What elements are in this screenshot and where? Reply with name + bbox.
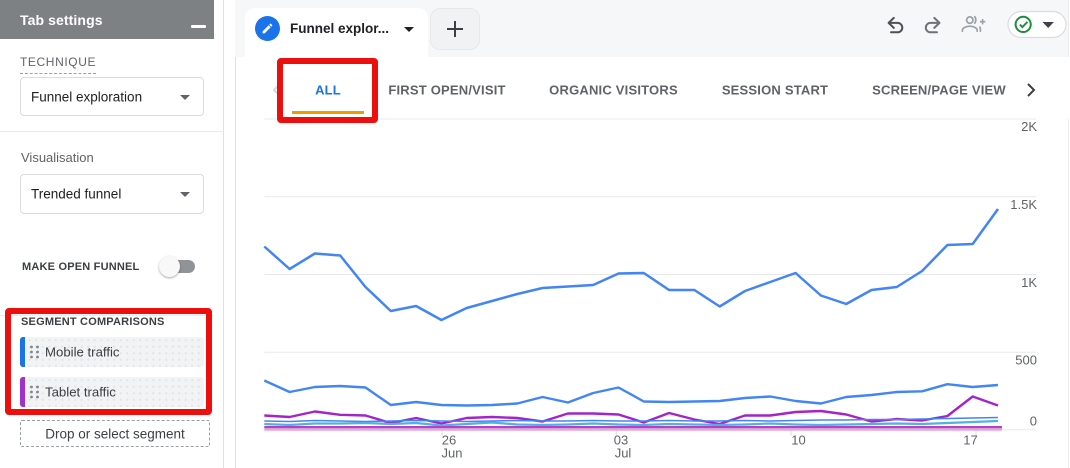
svg-text:1.5K: 1.5K [1010, 197, 1037, 212]
svg-text:2K: 2K [1021, 119, 1037, 134]
svg-text:03: 03 [614, 433, 628, 448]
svg-text:Jul: Jul [615, 446, 632, 461]
svg-text:0: 0 [1030, 414, 1037, 429]
svg-text:17: 17 [963, 433, 977, 448]
svg-text:1K: 1K [1021, 275, 1037, 290]
svg-text:500: 500 [1015, 353, 1037, 368]
svg-text:26: 26 [442, 433, 456, 448]
svg-text:10: 10 [791, 433, 805, 448]
svg-text:Jun: Jun [442, 446, 463, 461]
